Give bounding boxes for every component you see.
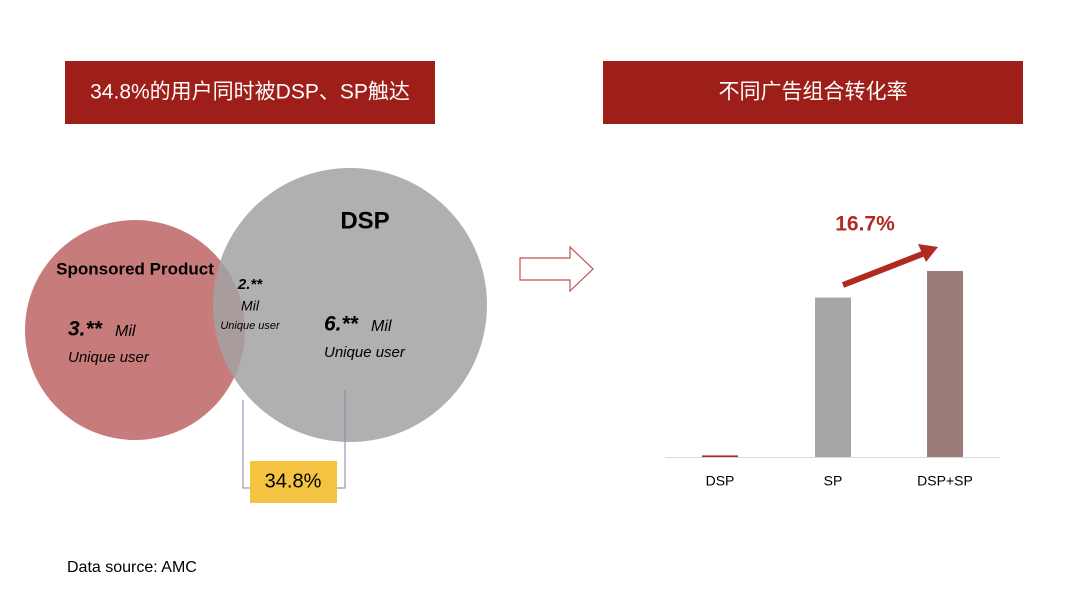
venn-label: DSP: [340, 207, 389, 234]
bar: [927, 271, 963, 457]
venn-caption: Unique user: [68, 349, 150, 366]
venn-number: 3.**: [68, 318, 103, 341]
venn-caption: Unique user: [324, 344, 406, 361]
header-title: 不同广告组合转化率: [719, 81, 908, 104]
venn-number: 2.**: [237, 276, 263, 293]
header-title: 34.8%的用户同时被DSP、SP触达: [90, 81, 410, 104]
venn-unit: Mil: [115, 323, 136, 340]
trend-arrowhead: [918, 244, 938, 262]
venn-unit: Mil: [241, 298, 260, 314]
venn-unit: Mil: [371, 318, 392, 335]
bar: [815, 297, 851, 457]
header-box: [603, 61, 1023, 124]
connector: [242, 400, 250, 489]
venn-circle: [25, 220, 245, 440]
share-box: [250, 461, 337, 503]
connector: [337, 390, 346, 489]
venn-number: 6.**: [324, 313, 359, 336]
share-label: 34.8%: [265, 470, 322, 492]
bar: [702, 455, 738, 457]
x-tick-label: SP: [824, 473, 843, 489]
x-tick-label: DSP+SP: [917, 473, 973, 489]
venn-label: Sponsored Product: [56, 259, 214, 278]
venn-circle: [213, 168, 487, 442]
header-box: [65, 61, 435, 124]
trend-arrow: [841, 250, 927, 288]
x-tick-label: DSP: [706, 473, 735, 489]
source: Data source: AMC: [67, 559, 197, 576]
annotation: 16.7%: [835, 213, 895, 236]
arrow: [519, 245, 594, 293]
venn-caption: Unique user: [220, 320, 281, 332]
